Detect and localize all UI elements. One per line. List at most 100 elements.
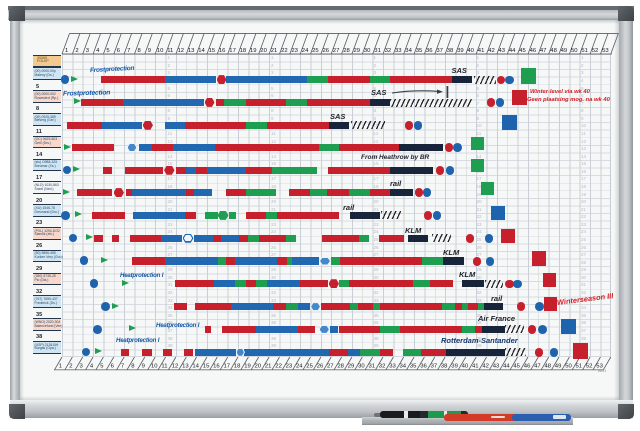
- svg-text:42: 42: [488, 48, 495, 54]
- svg-text:38: 38: [441, 364, 448, 370]
- svg-text:52: 52: [592, 48, 599, 54]
- svg-text:30: 30: [364, 48, 371, 54]
- svg-text:35: 35: [410, 364, 417, 370]
- svg-text:28: 28: [343, 48, 350, 54]
- svg-text:20: 20: [255, 364, 262, 370]
- svg-text:1: 1: [65, 48, 68, 54]
- svg-text:51: 51: [581, 48, 588, 54]
- svg-text:40: 40: [467, 48, 474, 54]
- svg-text:37: 37: [436, 48, 443, 54]
- svg-text:15: 15: [203, 364, 210, 370]
- svg-text:25: 25: [306, 364, 313, 370]
- svg-text:12: 12: [178, 48, 185, 54]
- svg-text:20: 20: [260, 48, 267, 54]
- svg-text:53: 53: [602, 48, 609, 54]
- svg-text:43: 43: [493, 364, 500, 370]
- svg-text:14: 14: [198, 48, 205, 54]
- svg-text:50: 50: [571, 48, 578, 54]
- svg-text:10: 10: [157, 48, 164, 54]
- svg-text:13: 13: [182, 364, 189, 370]
- svg-text:27: 27: [333, 48, 340, 54]
- svg-text:wk53: wk53: [598, 369, 606, 373]
- svg-text:36: 36: [426, 48, 433, 54]
- svg-text:24: 24: [302, 48, 309, 54]
- svg-text:4: 4: [96, 48, 100, 54]
- svg-text:19: 19: [250, 48, 257, 54]
- svg-text:31: 31: [374, 48, 381, 54]
- svg-text:23: 23: [291, 48, 298, 54]
- svg-text:19: 19: [244, 364, 251, 370]
- svg-text:48: 48: [545, 364, 552, 370]
- svg-text:21: 21: [271, 48, 278, 54]
- svg-text:35: 35: [416, 48, 423, 54]
- svg-text:22: 22: [281, 48, 288, 54]
- svg-text:44: 44: [509, 48, 516, 54]
- svg-text:13: 13: [188, 48, 195, 54]
- svg-text:21: 21: [265, 364, 272, 370]
- svg-text:5: 5: [100, 364, 104, 370]
- svg-text:26: 26: [323, 48, 330, 54]
- svg-text:3: 3: [80, 364, 84, 370]
- svg-text:51: 51: [576, 364, 583, 370]
- svg-text:2: 2: [69, 364, 72, 370]
- svg-text:29: 29: [348, 364, 355, 370]
- svg-text:53: 53: [596, 364, 603, 370]
- svg-text:11: 11: [167, 48, 173, 54]
- svg-text:7: 7: [127, 48, 130, 54]
- svg-text:18: 18: [240, 48, 247, 54]
- svg-text:25: 25: [312, 48, 319, 54]
- svg-text:45: 45: [513, 364, 520, 370]
- svg-text:36: 36: [420, 364, 427, 370]
- svg-text:39: 39: [457, 48, 464, 54]
- svg-text:12: 12: [172, 364, 179, 370]
- svg-text:17: 17: [224, 364, 231, 370]
- svg-text:46: 46: [530, 48, 537, 54]
- svg-text:34: 34: [400, 364, 407, 370]
- svg-text:29: 29: [354, 48, 361, 54]
- svg-text:49: 49: [555, 364, 562, 370]
- svg-text:37: 37: [431, 364, 438, 370]
- svg-text:4: 4: [90, 364, 94, 370]
- svg-text:30: 30: [358, 364, 365, 370]
- svg-text:16: 16: [219, 48, 226, 54]
- svg-text:18: 18: [234, 364, 241, 370]
- svg-text:39: 39: [451, 364, 458, 370]
- svg-text:47: 47: [540, 48, 547, 54]
- svg-text:33: 33: [395, 48, 402, 54]
- svg-text:6: 6: [111, 364, 115, 370]
- svg-text:9: 9: [142, 364, 145, 370]
- svg-text:24: 24: [296, 364, 303, 370]
- svg-text:43: 43: [499, 48, 506, 54]
- svg-text:33: 33: [389, 364, 396, 370]
- svg-text:11: 11: [161, 364, 167, 370]
- svg-text:34: 34: [405, 48, 412, 54]
- svg-text:5: 5: [106, 48, 110, 54]
- svg-text:6: 6: [117, 48, 121, 54]
- svg-text:8: 8: [131, 364, 135, 370]
- svg-text:41: 41: [478, 48, 485, 54]
- svg-text:28: 28: [337, 364, 344, 370]
- svg-text:10: 10: [151, 364, 158, 370]
- svg-text:42: 42: [482, 364, 489, 370]
- svg-text:8: 8: [138, 48, 142, 54]
- svg-text:47: 47: [534, 364, 541, 370]
- svg-text:32: 32: [379, 364, 386, 370]
- svg-text:38: 38: [447, 48, 454, 54]
- svg-text:2: 2: [75, 48, 78, 54]
- svg-text:23: 23: [286, 364, 293, 370]
- svg-text:26: 26: [317, 364, 324, 370]
- svg-text:7: 7: [121, 364, 124, 370]
- svg-text:31: 31: [369, 364, 376, 370]
- svg-text:1: 1: [59, 364, 62, 370]
- svg-text:15: 15: [209, 48, 216, 54]
- svg-text:46: 46: [524, 364, 531, 370]
- svg-text:16: 16: [213, 364, 220, 370]
- svg-text:32: 32: [385, 48, 392, 54]
- svg-text:40: 40: [462, 364, 469, 370]
- svg-text:14: 14: [192, 364, 199, 370]
- svg-text:49: 49: [561, 48, 568, 54]
- svg-text:3: 3: [86, 48, 90, 54]
- svg-text:44: 44: [503, 364, 510, 370]
- svg-text:27: 27: [327, 364, 334, 370]
- svg-text:9: 9: [148, 48, 151, 54]
